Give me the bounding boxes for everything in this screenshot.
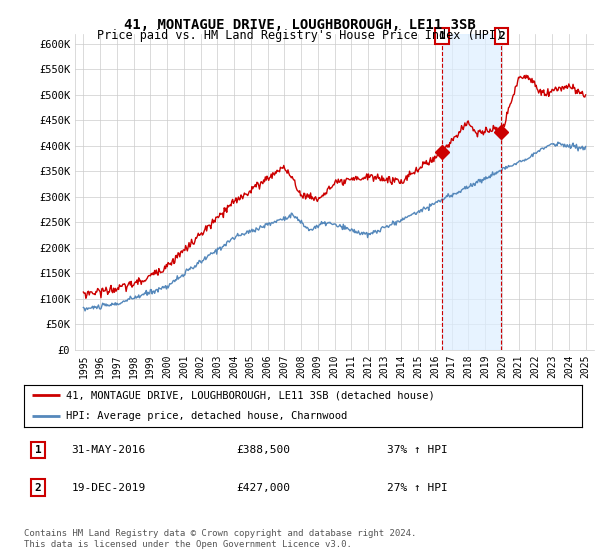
Text: 27% ↑ HPI: 27% ↑ HPI [387,483,448,493]
Text: 2: 2 [35,483,41,493]
Text: 41, MONTAGUE DRIVE, LOUGHBOROUGH, LE11 3SB (detached house): 41, MONTAGUE DRIVE, LOUGHBOROUGH, LE11 3… [66,390,434,400]
Text: Contains HM Land Registry data © Crown copyright and database right 2024.
This d: Contains HM Land Registry data © Crown c… [24,529,416,549]
Text: 1: 1 [439,31,445,41]
Text: Price paid vs. HM Land Registry's House Price Index (HPI): Price paid vs. HM Land Registry's House … [97,29,503,42]
Bar [442,34,502,350]
Text: 1: 1 [35,445,41,455]
Text: 19-DEC-2019: 19-DEC-2019 [71,483,146,493]
Text: 37% ↑ HPI: 37% ↑ HPI [387,445,448,455]
Text: 41, MONTAGUE DRIVE, LOUGHBOROUGH, LE11 3SB: 41, MONTAGUE DRIVE, LOUGHBOROUGH, LE11 3… [124,18,476,32]
Text: 2: 2 [498,31,505,41]
Text: £388,500: £388,500 [236,445,290,455]
Text: £427,000: £427,000 [236,483,290,493]
Text: 31-MAY-2016: 31-MAY-2016 [71,445,146,455]
Text: HPI: Average price, detached house, Charnwood: HPI: Average price, detached house, Char… [66,411,347,421]
